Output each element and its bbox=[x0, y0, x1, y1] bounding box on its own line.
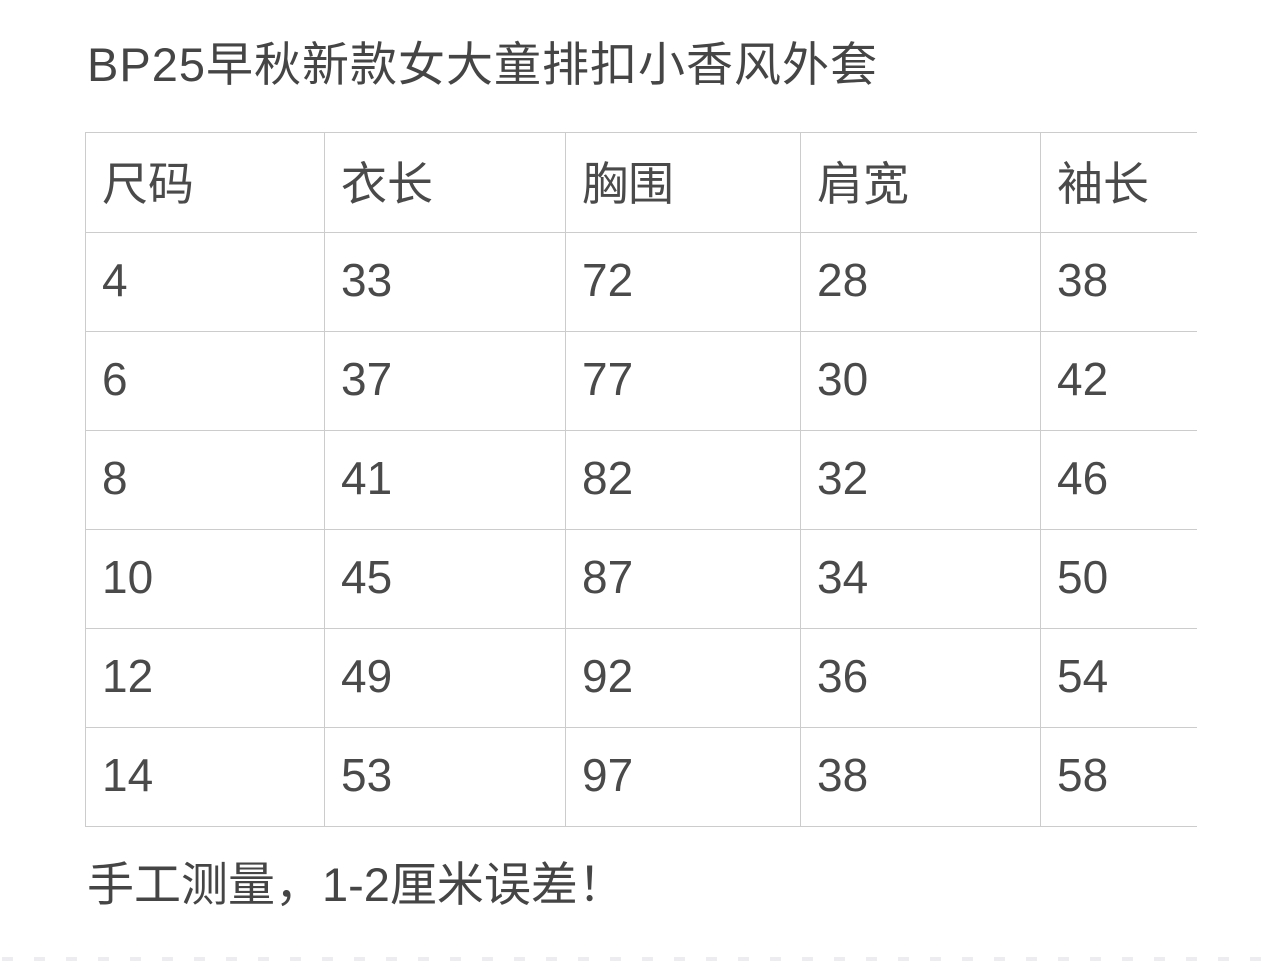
header-cell: 袖长 bbox=[1040, 132, 1197, 233]
size-table: 尺码 衣长 胸围 肩宽 袖长 4 33 72 28 38 6 37 77 30 42 8 41 82 32 46 10… bbox=[85, 132, 1197, 827]
table-cell: 38 bbox=[1040, 232, 1197, 332]
table-row: 6 37 77 30 42 bbox=[85, 331, 1197, 431]
table-cell: 8 bbox=[85, 430, 325, 530]
header-cell: 尺码 bbox=[85, 132, 325, 233]
table-cell: 36 bbox=[800, 628, 1041, 728]
header-cell: 衣长 bbox=[324, 132, 566, 233]
table-cell: 87 bbox=[565, 529, 801, 629]
table-cell: 32 bbox=[800, 430, 1041, 530]
table-cell: 53 bbox=[324, 727, 566, 827]
table-cell: 4 bbox=[85, 232, 325, 332]
table-cell: 54 bbox=[1040, 628, 1197, 728]
table-cell: 28 bbox=[800, 232, 1041, 332]
table-cell: 82 bbox=[565, 430, 801, 530]
table-cell: 58 bbox=[1040, 727, 1197, 827]
table-row: 8 41 82 32 46 bbox=[85, 430, 1197, 530]
table-cell: 46 bbox=[1040, 430, 1197, 530]
table-cell: 49 bbox=[324, 628, 566, 728]
table-cell: 42 bbox=[1040, 331, 1197, 431]
page-title: BP25早秋新款女大童排扣小香风外套 bbox=[87, 38, 878, 91]
table-row: 14 53 97 38 58 bbox=[85, 727, 1197, 827]
table-cell: 34 bbox=[800, 529, 1041, 629]
measurement-note: 手工测量，1-2厘米误差！ bbox=[87, 858, 625, 911]
table-cell: 41 bbox=[324, 430, 566, 530]
table-cell: 77 bbox=[565, 331, 801, 431]
table-cell: 45 bbox=[324, 529, 566, 629]
table-body: 4 33 72 28 38 6 37 77 30 42 8 41 82 32 46 10 45 87 34 50 12 4… bbox=[85, 232, 1197, 827]
table-row: 10 45 87 34 50 bbox=[85, 529, 1197, 629]
header-cell: 肩宽 bbox=[800, 132, 1041, 233]
table-cell: 30 bbox=[800, 331, 1041, 431]
table-cell: 37 bbox=[324, 331, 566, 431]
table-cell: 72 bbox=[565, 232, 801, 332]
table-header-row: 尺码 衣长 胸围 肩宽 袖长 bbox=[85, 132, 1197, 233]
header-cell: 胸围 bbox=[565, 132, 801, 233]
table-cell: 38 bbox=[800, 727, 1041, 827]
table-cell: 97 bbox=[565, 727, 801, 827]
table-cell: 10 bbox=[85, 529, 325, 629]
table-cell: 33 bbox=[324, 232, 566, 332]
table-row: 12 49 92 36 54 bbox=[85, 628, 1197, 728]
dashed-separator bbox=[2, 957, 1280, 961]
table-row: 4 33 72 28 38 bbox=[85, 232, 1197, 332]
table-cell: 6 bbox=[85, 331, 325, 431]
table-cell: 14 bbox=[85, 727, 325, 827]
table-cell: 12 bbox=[85, 628, 325, 728]
table-cell: 92 bbox=[565, 628, 801, 728]
table-cell: 50 bbox=[1040, 529, 1197, 629]
